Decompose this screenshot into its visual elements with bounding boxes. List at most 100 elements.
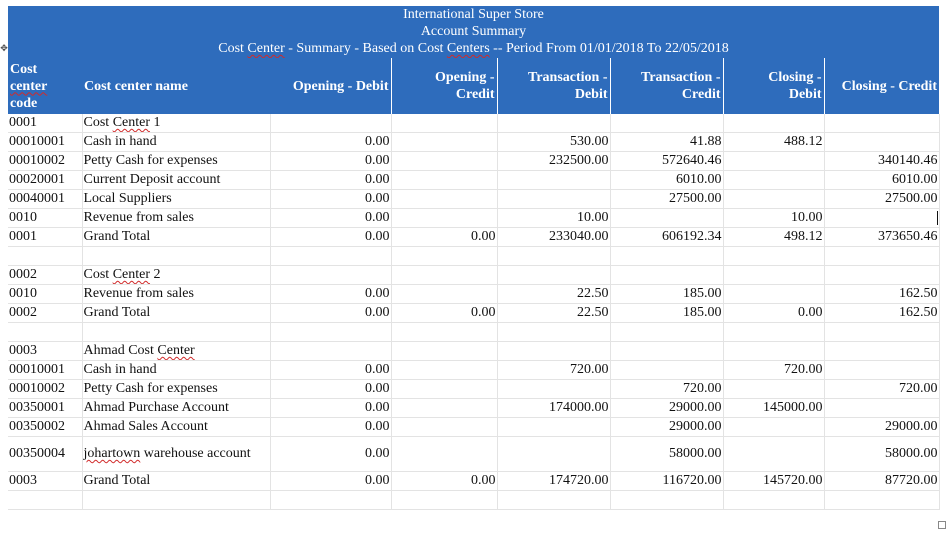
cell-cc [824,208,940,228]
cell-code [8,246,83,266]
cell-td [497,436,611,472]
cell-od [270,265,392,285]
cell-cc [824,322,940,342]
cell-cc: 6010.00 [824,170,940,190]
cell-cd [723,341,825,361]
cell-code: 0010 [8,284,83,304]
cell-name: Ahmad Cost Center [82,341,271,361]
cell-tc: 6010.00 [610,170,724,190]
cell-cc [824,265,940,285]
cell-tc [610,246,724,266]
table-row: 00020001 Current Deposit account 0.00 6010.… [8,170,940,190]
cell-cc: 58000.00 [824,436,940,472]
cell-cd [723,265,825,285]
cell-cc: 373650.46 [824,227,940,247]
cell-tc: 58000.00 [610,436,724,472]
cell-td [497,246,611,266]
table-header-row: Cost center code Cost center name Openin… [8,58,939,114]
cell-oc: 0.00 [391,471,498,491]
cell-cd: 145000.00 [723,398,825,418]
cell-oc [391,114,498,133]
cell-code: 0003 [8,341,83,361]
cell-cc: 340140.46 [824,151,940,171]
col-header-opening-debit: Opening - Debit [270,58,392,114]
cell-oc [391,132,498,152]
cell-code: 0001 [8,114,83,133]
cell-tc [610,114,724,133]
cell-cc: 720.00 [824,379,940,399]
cell-td: 22.50 [497,284,611,304]
cell-code: 00010002 [8,379,83,399]
table-row: 0010 Revenue from sales 0.00 10.00 10.00 [8,208,940,228]
table-row: 0001 Grand Total 0.00 0.00 233040.00 606192.3… [8,227,940,247]
cell-code: 00350004 [8,436,83,472]
cell-cc [824,398,940,418]
cell-od: 0.00 [270,132,392,152]
cell-oc: 0.00 [391,303,498,323]
cell-tc: 185.00 [610,303,724,323]
cell-od [270,490,392,510]
col-header-closing-credit: Closing - Credit [824,58,939,114]
cell-oc [391,341,498,361]
cell-tc: 720.00 [610,379,724,399]
cell-name: Grand Total [82,471,271,491]
cell-code [8,490,83,510]
cell-cd [723,189,825,209]
cell-name: Petty Cash for expenses [82,151,271,171]
cell-cd [723,170,825,190]
company-name: International Super Store [403,7,544,22]
cell-cc [824,490,940,510]
cell-code [8,322,83,342]
cell-od: 0.00 [270,227,392,247]
cell-td: 22.50 [497,303,611,323]
cell-code: 0002 [8,265,83,285]
cell-tc: 572640.46 [610,151,724,171]
table-move-handle-icon[interactable]: ✥ [0,43,8,53]
col-header-transaction-credit: Transaction - Credit [610,58,724,114]
summary-table: Cost center code Cost center name Openin… [8,58,940,510]
cell-cd: 720.00 [723,360,825,380]
cell-name: Cash in hand [82,132,271,152]
table-row: 0003 Grand Total 0.00 0.00 174720.00 116720.0… [8,471,940,491]
report-header: International Super Store Account Summar… [8,6,939,58]
cell-od: 0.00 [270,151,392,171]
table-row: 0010 Revenue from sales 0.00 22.50 185.00 162… [8,284,940,304]
cell-td [497,170,611,190]
cell-tc: 116720.00 [610,471,724,491]
table-row: 00010001 Cash in hand 0.00 530.00 41.88 488.1… [8,132,940,152]
table-row: 00040001 Local Suppliers 0.00 27500.00 27500… [8,189,940,209]
cell-td [497,379,611,399]
cell-cc [824,360,940,380]
cell-cd [723,490,825,510]
blank-row [8,322,940,342]
col-header-name: Cost center name [82,58,270,114]
cell-td: 233040.00 [497,227,611,247]
cell-tc: 27500.00 [610,189,724,209]
cell-cc: 27500.00 [824,189,940,209]
cell-name [82,322,271,342]
cell-oc [391,170,498,190]
cell-code: 00350001 [8,398,83,418]
cell-name: Cost Center 2 [82,265,271,285]
cell-tc [610,208,724,228]
cell-od: 0.00 [270,436,392,472]
cell-od: 0.00 [270,170,392,190]
cell-oc [391,436,498,472]
cell-cd: 488.12 [723,132,825,152]
cell-name: Cash in hand [82,360,271,380]
table-row: 0001 Cost Center 1 [8,114,940,133]
cell-cd: 10.00 [723,208,825,228]
cell-name [82,490,271,510]
cell-cc: 87720.00 [824,471,940,491]
cell-td: 174000.00 [497,398,611,418]
cell-oc [391,490,498,510]
cell-oc [391,379,498,399]
resize-handle-icon[interactable] [938,521,946,529]
cell-td: 720.00 [497,360,611,380]
cell-td [497,417,611,437]
cell-name: Revenue from sales [82,284,271,304]
col-header-opening-credit: Opening - Credit [391,58,498,114]
cell-code: 0010 [8,208,83,228]
cell-od: 0.00 [270,360,392,380]
cell-od: 0.00 [270,417,392,437]
